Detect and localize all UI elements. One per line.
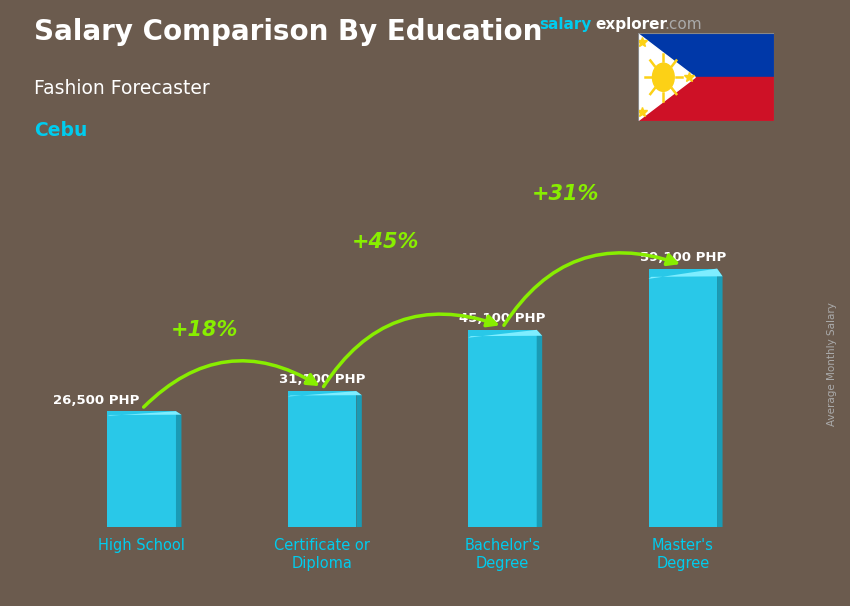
Text: 26,500 PHP: 26,500 PHP [54, 393, 139, 407]
FancyBboxPatch shape [649, 268, 717, 527]
Text: +31%: +31% [532, 184, 599, 204]
Polygon shape [468, 330, 542, 338]
FancyBboxPatch shape [468, 330, 536, 527]
Text: salary: salary [540, 17, 592, 32]
Polygon shape [649, 268, 722, 279]
FancyBboxPatch shape [107, 411, 176, 527]
Text: Average Monthly Salary: Average Monthly Salary [827, 302, 837, 425]
Polygon shape [356, 391, 362, 527]
Circle shape [653, 63, 674, 92]
FancyArrowPatch shape [144, 361, 316, 407]
Text: 31,100 PHP: 31,100 PHP [279, 373, 366, 387]
Text: 59,100 PHP: 59,100 PHP [640, 251, 726, 264]
Polygon shape [638, 33, 695, 121]
Text: Fashion Forecaster: Fashion Forecaster [34, 79, 210, 98]
FancyBboxPatch shape [288, 391, 356, 527]
Text: explorer: explorer [595, 17, 667, 32]
Polygon shape [288, 391, 362, 396]
Bar [638, 33, 774, 77]
FancyArrowPatch shape [504, 253, 677, 325]
FancyArrowPatch shape [324, 314, 496, 387]
Polygon shape [536, 330, 542, 527]
Polygon shape [107, 411, 181, 416]
Text: 45,100 PHP: 45,100 PHP [459, 312, 546, 325]
Text: .com: .com [665, 17, 702, 32]
Polygon shape [176, 411, 181, 527]
Text: +18%: +18% [171, 320, 239, 340]
Text: +45%: +45% [352, 232, 419, 252]
Bar [638, 77, 774, 121]
Text: Salary Comparison By Education: Salary Comparison By Education [34, 18, 542, 46]
Polygon shape [717, 268, 722, 527]
Text: Cebu: Cebu [34, 121, 88, 140]
